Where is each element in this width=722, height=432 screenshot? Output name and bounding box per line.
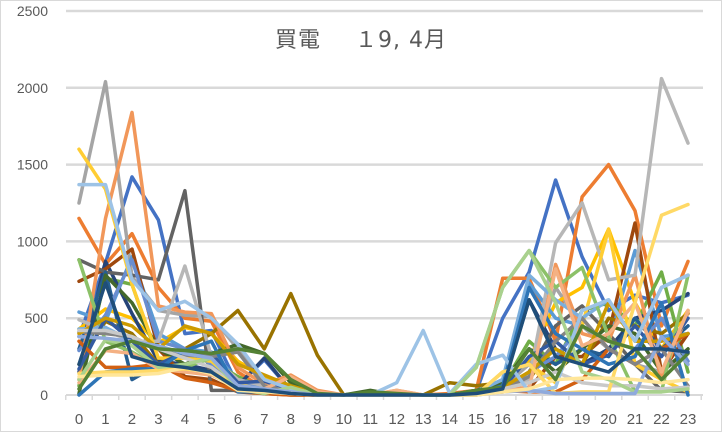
x-tick-label: 12 (388, 411, 405, 428)
x-tick-label: 16 (494, 411, 511, 428)
x-tick-label: 15 (468, 411, 485, 428)
x-tick-label: 22 (653, 411, 670, 428)
x-tick-label: 8 (287, 411, 295, 428)
chart-title-date: １9, 4月 (355, 28, 447, 53)
x-tick-label: 19 (574, 411, 591, 428)
series-lines (77, 76, 690, 397)
y-tick-label: 1000 (17, 233, 48, 249)
x-axis-labels: 0 1 2 3 4 5 6 7 8 9 10 11 12 13 14 15 16 17 18 19 20 21 22 23 (75, 411, 697, 428)
x-tick-label: 21 (627, 411, 644, 428)
series-line-s31 (77, 324, 690, 397)
x-tick-label: 13 (415, 411, 432, 428)
x-tick-label: 6 (234, 411, 242, 428)
x-tick-label: 17 (521, 411, 538, 428)
x-tick-label: 23 (680, 411, 697, 428)
chart-title: 買電 １9, 4月 (0, 22, 722, 54)
x-tick-label: 14 (441, 411, 458, 428)
x-tick-label: 2 (128, 411, 136, 428)
x-tick-label: 10 (335, 411, 352, 428)
x-tick-label: 5 (207, 411, 215, 428)
series-line-s32 (77, 281, 690, 397)
x-tick-label: 1 (101, 411, 109, 428)
y-tick-label: 0 (40, 387, 48, 403)
y-tick-label: 1500 (17, 157, 48, 173)
x-tick-label: 9 (313, 411, 321, 428)
chart-title-main: 買電 (275, 28, 322, 53)
x-tick-label: 4 (181, 411, 189, 428)
x-tick-label: 7 (260, 411, 268, 428)
x-tick-label: 0 (75, 411, 83, 428)
series-line-s27 (77, 182, 690, 397)
y-tick-label: 2500 (17, 3, 48, 19)
x-tick-label: 18 (547, 411, 564, 428)
x-tick-label: 20 (600, 411, 617, 428)
y-axis-labels: 0 500 1000 1500 2000 2500 (17, 3, 48, 403)
y-tick-label: 2000 (17, 80, 48, 96)
x-tick-label: 3 (154, 411, 162, 428)
y-tick-label: 500 (25, 310, 49, 326)
x-tick-label: 11 (362, 411, 378, 428)
